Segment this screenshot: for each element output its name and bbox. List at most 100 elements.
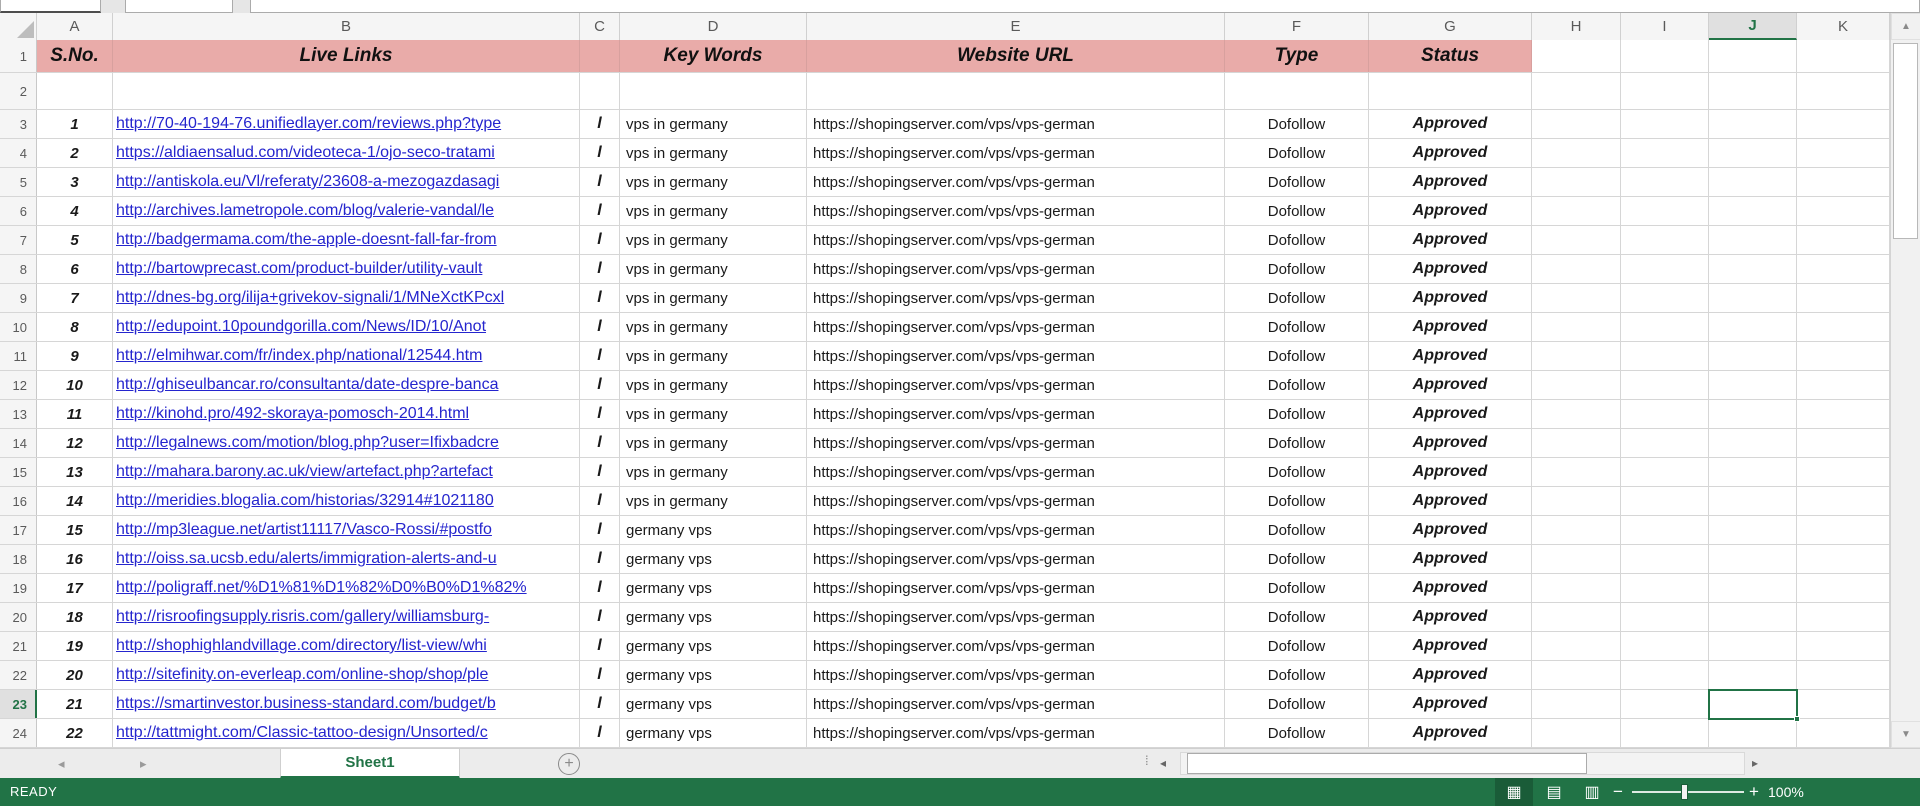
column-header-K[interactable]: K <box>1797 13 1890 40</box>
row-header-6[interactable]: 6 <box>0 197 37 225</box>
cell-F23[interactable]: Dofollow <box>1225 690 1369 718</box>
cell-K7[interactable] <box>1797 226 1890 254</box>
cell-K13[interactable] <box>1797 400 1890 428</box>
hscroll-right-icon[interactable]: ▸ <box>1752 756 1759 770</box>
cell-D16[interactable]: vps in germany <box>620 487 807 515</box>
cell-A16[interactable]: 14 <box>37 487 113 515</box>
cell-F1[interactable]: Type <box>1225 40 1369 72</box>
column-header-H[interactable]: H <box>1532 13 1621 40</box>
cell-I10[interactable] <box>1621 313 1709 341</box>
cell-G18[interactable]: Approved <box>1369 545 1532 573</box>
row-header-19[interactable]: 19 <box>0 574 37 602</box>
cell-I20[interactable] <box>1621 603 1709 631</box>
view-page-break-icon[interactable]: ▥ <box>1584 784 1600 801</box>
row-header-14[interactable]: 14 <box>0 429 37 457</box>
cell-G3[interactable]: Approved <box>1369 110 1532 138</box>
row-header-16[interactable]: 16 <box>0 487 37 515</box>
cell-B20[interactable]: http://risroofingsupply.risris.com/galle… <box>113 603 580 631</box>
cell-I17[interactable] <box>1621 516 1709 544</box>
cell-G15[interactable]: Approved <box>1369 458 1532 486</box>
live-link[interactable]: http://badgermama.com/the-apple-doesnt-f… <box>116 231 497 248</box>
live-link[interactable]: http://sitefinity.on-everleap.com/online… <box>116 666 489 683</box>
live-link[interactable]: http://archives.lametropole.com/blog/val… <box>116 202 494 219</box>
cell-J22[interactable] <box>1709 661 1797 689</box>
cell-K22[interactable] <box>1797 661 1890 689</box>
cell-B3[interactable]: http://70-40-194-76.unifiedlayer.com/rev… <box>113 110 580 138</box>
cell-G7[interactable]: Approved <box>1369 226 1532 254</box>
live-link[interactable]: http://risroofingsupply.risris.com/galle… <box>116 608 490 625</box>
cell-D7[interactable]: vps in germany <box>620 226 807 254</box>
cell-E10[interactable]: https://shopingserver.com/vps/vps-german <box>807 313 1225 341</box>
cell-H1[interactable] <box>1532 40 1621 72</box>
cell-H24[interactable] <box>1532 719 1621 747</box>
cell-J17[interactable] <box>1709 516 1797 544</box>
selected-cell-outline[interactable] <box>1708 689 1800 722</box>
cell-A21[interactable]: 19 <box>37 632 113 660</box>
cell-B5[interactable]: http://antiskola.eu/Vl/referaty/23608-a-… <box>113 168 580 196</box>
cell-E16[interactable]: https://shopingserver.com/vps/vps-german <box>807 487 1225 515</box>
cell-A10[interactable]: 8 <box>37 313 113 341</box>
live-link[interactable]: https://aldiaensalud.com/videoteca-1/ojo… <box>116 144 495 161</box>
cell-C15[interactable]: l <box>580 458 620 486</box>
cell-I19[interactable] <box>1621 574 1709 602</box>
row-header-17[interactable]: 17 <box>0 516 37 544</box>
cell-B17[interactable]: http://mp3league.net/artist11117/Vasco-R… <box>113 516 580 544</box>
cell-H12[interactable] <box>1532 371 1621 399</box>
cell-F15[interactable]: Dofollow <box>1225 458 1369 486</box>
cell-B4[interactable]: https://aldiaensalud.com/videoteca-1/ojo… <box>113 139 580 167</box>
cell-F8[interactable]: Dofollow <box>1225 255 1369 283</box>
live-link[interactable]: http://shophighlandvillage.com/directory… <box>116 637 487 654</box>
cell-A22[interactable]: 20 <box>37 661 113 689</box>
cell-E3[interactable]: https://shopingserver.com/vps/vps-german <box>807 110 1225 138</box>
cell-I21[interactable] <box>1621 632 1709 660</box>
cell-K18[interactable] <box>1797 545 1890 573</box>
cell-A4[interactable]: 2 <box>37 139 113 167</box>
row-header-24[interactable]: 24 <box>0 719 37 747</box>
cell-I4[interactable] <box>1621 139 1709 167</box>
cell-I7[interactable] <box>1621 226 1709 254</box>
cell-D6[interactable]: vps in germany <box>620 197 807 225</box>
cell-A13[interactable]: 11 <box>37 400 113 428</box>
cell-I18[interactable] <box>1621 545 1709 573</box>
cell-C14[interactable]: l <box>580 429 620 457</box>
zoom-slider-track[interactable] <box>1632 791 1744 793</box>
row-header-1[interactable]: 1 <box>0 40 37 72</box>
cell-E20[interactable]: https://shopingserver.com/vps/vps-german <box>807 603 1225 631</box>
cell-F11[interactable]: Dofollow <box>1225 342 1369 370</box>
cell-J21[interactable] <box>1709 632 1797 660</box>
cell-J9[interactable] <box>1709 284 1797 312</box>
cell-G22[interactable]: Approved <box>1369 661 1532 689</box>
scroll-down-icon[interactable]: ▼ <box>1891 721 1920 748</box>
cell-H17[interactable] <box>1532 516 1621 544</box>
cell-I2[interactable] <box>1621 73 1709 109</box>
cell-G16[interactable]: Approved <box>1369 487 1532 515</box>
cell-F13[interactable]: Dofollow <box>1225 400 1369 428</box>
cell-J4[interactable] <box>1709 139 1797 167</box>
cell-K4[interactable] <box>1797 139 1890 167</box>
cell-G6[interactable]: Approved <box>1369 197 1532 225</box>
live-link[interactable]: http://elmihwar.com/fr/index.php/nationa… <box>116 347 483 364</box>
cell-K6[interactable] <box>1797 197 1890 225</box>
cell-A15[interactable]: 13 <box>37 458 113 486</box>
cell-K8[interactable] <box>1797 255 1890 283</box>
cell-B22[interactable]: http://sitefinity.on-everleap.com/online… <box>113 661 580 689</box>
cell-K19[interactable] <box>1797 574 1890 602</box>
cell-G21[interactable]: Approved <box>1369 632 1532 660</box>
select-all-button[interactable] <box>0 13 37 40</box>
cell-J2[interactable] <box>1709 73 1797 109</box>
tab-options-icon[interactable]: ⁞ <box>1145 753 1149 768</box>
sheet-tab-sheet1[interactable]: Sheet1 <box>280 749 460 779</box>
cell-A2[interactable] <box>37 73 113 109</box>
cell-C1[interactable] <box>580 40 620 72</box>
zoom-level-label[interactable]: 100% <box>1768 784 1804 800</box>
cell-C21[interactable]: l <box>580 632 620 660</box>
cell-I1[interactable] <box>1621 40 1709 72</box>
cell-F21[interactable]: Dofollow <box>1225 632 1369 660</box>
row-header-5[interactable]: 5 <box>0 168 37 196</box>
cell-E15[interactable]: https://shopingserver.com/vps/vps-german <box>807 458 1225 486</box>
cell-A5[interactable]: 3 <box>37 168 113 196</box>
cell-D10[interactable]: vps in germany <box>620 313 807 341</box>
cell-F14[interactable]: Dofollow <box>1225 429 1369 457</box>
cell-D2[interactable] <box>620 73 807 109</box>
zoom-out-button[interactable]: − <box>1613 782 1623 801</box>
